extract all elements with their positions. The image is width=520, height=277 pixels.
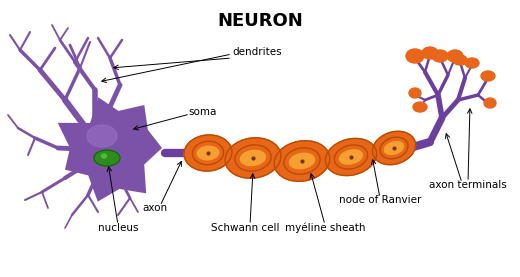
- Ellipse shape: [484, 98, 496, 108]
- Text: axon: axon: [142, 203, 167, 213]
- Ellipse shape: [240, 150, 266, 166]
- Ellipse shape: [326, 138, 376, 176]
- Text: axon terminals: axon terminals: [429, 180, 507, 190]
- Ellipse shape: [453, 55, 467, 65]
- Ellipse shape: [94, 150, 120, 166]
- Ellipse shape: [87, 125, 117, 147]
- Ellipse shape: [101, 154, 107, 158]
- Polygon shape: [58, 97, 162, 202]
- Ellipse shape: [225, 138, 281, 178]
- Text: nucleus: nucleus: [98, 223, 138, 233]
- Ellipse shape: [184, 135, 232, 171]
- Ellipse shape: [384, 142, 404, 155]
- Ellipse shape: [422, 47, 438, 59]
- Ellipse shape: [447, 50, 463, 62]
- Ellipse shape: [340, 150, 362, 164]
- Ellipse shape: [409, 88, 421, 98]
- Text: soma: soma: [188, 107, 216, 117]
- Ellipse shape: [481, 71, 495, 81]
- Ellipse shape: [406, 49, 424, 63]
- Ellipse shape: [413, 102, 427, 112]
- Text: NEURON: NEURON: [217, 12, 303, 30]
- Text: myéline sheath: myéline sheath: [285, 223, 365, 233]
- Ellipse shape: [274, 141, 330, 181]
- Ellipse shape: [432, 50, 448, 62]
- Ellipse shape: [290, 153, 315, 169]
- Ellipse shape: [197, 146, 219, 160]
- Ellipse shape: [372, 131, 415, 165]
- Text: Schwann cell: Schwann cell: [211, 223, 279, 233]
- Text: node of Ranvier: node of Ranvier: [339, 195, 421, 205]
- Text: dendrites: dendrites: [232, 47, 282, 57]
- Ellipse shape: [465, 58, 479, 68]
